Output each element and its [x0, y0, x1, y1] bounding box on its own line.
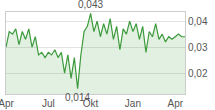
svg-text:Okt: Okt — [83, 98, 99, 109]
svg-text:0,014: 0,014 — [65, 92, 90, 103]
svg-text:0,03: 0,03 — [188, 42, 208, 53]
svg-text:0,043: 0,043 — [78, 0, 103, 10]
svg-text:Apr: Apr — [167, 98, 183, 109]
svg-text:Apr: Apr — [0, 98, 14, 109]
svg-text:Jul: Jul — [42, 98, 55, 109]
svg-text:0,04: 0,04 — [188, 16, 208, 27]
svg-text:0,02: 0,02 — [188, 68, 208, 79]
svg-text:Jan: Jan — [125, 98, 141, 109]
